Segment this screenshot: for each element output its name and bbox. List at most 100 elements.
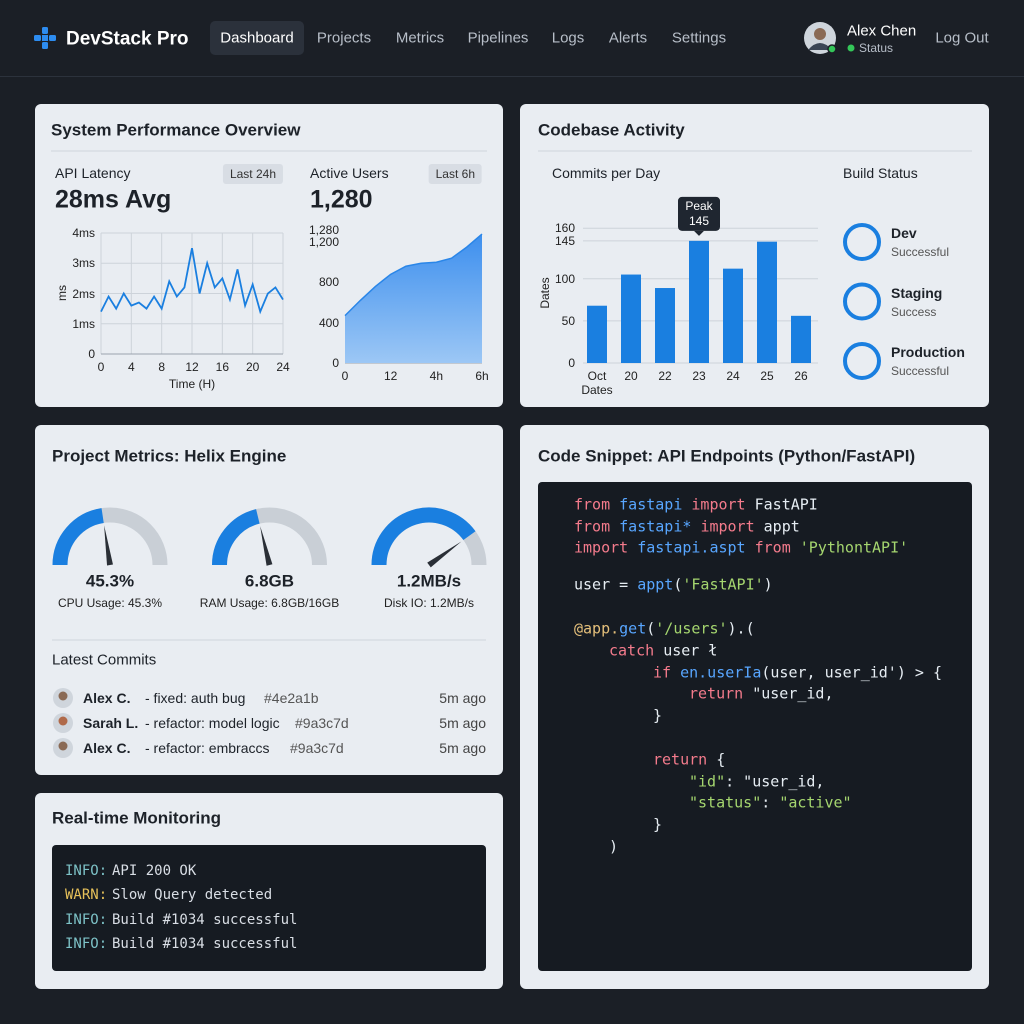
x-tick-label: 6h: [475, 369, 489, 383]
period-badge: Last 6h: [428, 164, 482, 184]
code-token: (user, user_id') > {: [761, 663, 942, 682]
bar: [587, 305, 607, 363]
brand-icon: [34, 27, 56, 49]
card-title: System Performance Overview: [51, 120, 301, 140]
x-tick-label: 4: [127, 360, 135, 374]
chart-title: Commits per Day: [552, 165, 661, 181]
user-name: Alex Chen: [847, 22, 917, 40]
y-tick-label: 145: [554, 233, 575, 248]
code-token: :: [761, 793, 780, 812]
status-ring: [843, 282, 881, 321]
log-console: [52, 845, 486, 971]
status-dot: [847, 44, 855, 52]
y-tick-label: 400: [318, 315, 339, 330]
x-tick-label: 23: [692, 369, 706, 383]
commit-author: Alex C.: [83, 690, 131, 706]
x-axis-title: Time (H): [168, 377, 216, 391]
bar: [689, 240, 709, 363]
y-tick-label: 0: [568, 356, 575, 370]
y-tick-label: 1ms: [72, 316, 95, 331]
status-ring: [843, 223, 881, 261]
code-token: get: [619, 619, 647, 638]
commit-hash: #9a3c7d: [290, 740, 344, 756]
bar: [791, 315, 811, 363]
code-token: return: [653, 750, 717, 769]
nav-link[interactable]: Metrics: [395, 29, 445, 47]
section-title: Latest Commits: [52, 651, 157, 669]
code-token: 'FastAPI': [682, 575, 764, 594]
code-token: fastapi.aspt: [637, 538, 755, 557]
x-tick-label: Oct: [587, 369, 607, 383]
bar: [655, 288, 675, 363]
tooltip: [678, 196, 720, 231]
y-tick-label: 3ms: [72, 256, 95, 271]
build-status: Successful: [891, 245, 950, 259]
log-message: Build #1034 successful: [112, 911, 298, 928]
period-badge: Last 24h: [222, 164, 283, 184]
bar: [723, 268, 743, 363]
x-tick-label: 4h: [429, 369, 444, 383]
commit-message: - refactor: embraccs: [145, 740, 270, 756]
commit-hash: #4e2a1b: [264, 690, 319, 706]
code-token: }: [653, 706, 663, 725]
gauge-caption: Disk IO: 1.2MB/s: [383, 596, 475, 610]
logout[interactable]: Log Out: [935, 29, 989, 47]
log-level: INFO:: [65, 911, 108, 928]
avatar-head: [58, 691, 68, 701]
commit-message: - fixed: auth bug: [145, 690, 246, 706]
code-token: import: [574, 538, 638, 557]
x-tick-label: 12: [185, 360, 199, 374]
nav-link[interactable]: Dashboard: [220, 29, 294, 47]
y-tick-label: 1,280: [308, 223, 339, 238]
y-tick-label: 50: [561, 313, 575, 328]
card-title: Real-time Monitoring: [52, 808, 222, 828]
nav-link[interactable]: Settings: [671, 29, 727, 47]
x-tick-label: 12: [383, 369, 398, 383]
code-token: catch: [609, 641, 664, 660]
code-token: from: [754, 538, 800, 557]
log-message: Slow Query detected: [112, 887, 273, 904]
commit-hash: #9a3c7d: [295, 715, 349, 731]
user-status: Status: [859, 41, 894, 55]
code-token: appt: [637, 575, 674, 594]
code-token: en.userIa: [680, 663, 762, 682]
tooltip-tip: [694, 230, 704, 236]
nav-link[interactable]: Alerts: [608, 29, 648, 47]
y-tick-label: 160: [554, 221, 575, 236]
x-tick-label: 26: [794, 369, 808, 383]
build-status: Successful: [891, 364, 950, 378]
nav-link[interactable]: Pipelines: [467, 29, 529, 47]
build-name: Production: [891, 344, 965, 360]
code-token: fastapi*: [619, 517, 701, 536]
gauge-value: 6.8GB: [244, 571, 295, 591]
commit-time: 5m ago: [439, 690, 486, 706]
code-token: (: [646, 619, 656, 638]
build-status: Success: [891, 304, 937, 319]
code-token: {: [716, 750, 726, 769]
code-token: "user_id,: [752, 684, 834, 703]
code-token: '/users': [655, 619, 728, 638]
user-avatar: [804, 22, 837, 54]
code-token: ): [609, 837, 619, 856]
code-token: (: [673, 575, 683, 594]
area-fill: [345, 234, 482, 363]
project-card: [35, 425, 503, 775]
log-level: INFO:: [65, 935, 108, 952]
card-title: Codebase Activity: [538, 120, 685, 140]
avatar-head: [58, 716, 68, 726]
code-token: user ł: [663, 641, 718, 660]
nav-link[interactable]: Projects: [316, 29, 372, 47]
code-token: import: [700, 517, 764, 536]
nav-link[interactable]: Logs: [551, 29, 585, 47]
code-token: 'PythontAPI': [799, 538, 909, 557]
log-level: INFO:: [65, 863, 108, 879]
code-token: FastAPI: [754, 495, 818, 514]
y-axis-title: ms: [55, 285, 69, 301]
code-token: appt: [763, 517, 800, 536]
code-token: fastapi: [619, 495, 692, 514]
commit-author: Alex C.: [83, 740, 131, 756]
code-token: : "user_id,: [725, 772, 825, 791]
y-axis-title: Dates: [538, 277, 552, 309]
x-tick-label: 8: [158, 360, 165, 374]
